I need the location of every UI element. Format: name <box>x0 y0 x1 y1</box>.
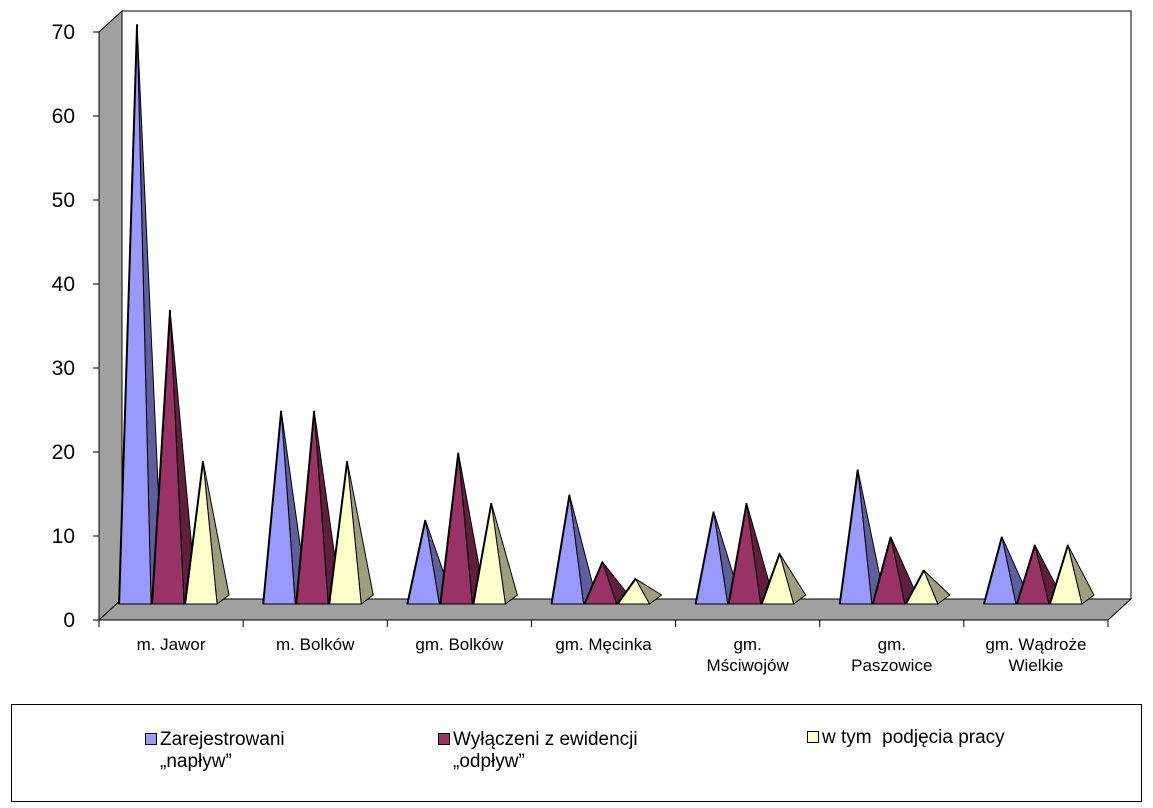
x-tick-label-line: gm. <box>878 635 906 654</box>
pyramid-bar <box>439 452 485 605</box>
legend-label-series-1: Zarejestrowani „napływ” <box>160 729 285 773</box>
legend-label-line: w tym podjęcia pracy <box>822 727 1005 748</box>
chart-axes: 0 10 20 30 40 50 60 70 m. Jawor m. Bolków gm. Bolk… <box>52 21 1109 675</box>
pyramid-bar <box>472 503 518 605</box>
x-tick-label-line: gm. <box>733 635 761 654</box>
pyramid-bar <box>727 503 774 605</box>
pyramid-bar <box>616 577 663 605</box>
pyramid-edge <box>406 519 427 605</box>
y-tick-label: 60 <box>52 105 75 128</box>
x-tick-label: gm. Wądroże Wielkie <box>985 635 1086 675</box>
pyramid-edge <box>871 536 892 605</box>
x-tick-label: gm. Męcinka <box>555 635 652 654</box>
pyramid-edge <box>838 469 859 605</box>
x-tick-label-line: Wielkie <box>1009 656 1064 675</box>
pyramid-edge <box>1015 544 1036 605</box>
pyramid-bar <box>295 410 341 605</box>
pyramid-edge <box>439 452 460 605</box>
pyramid-bar <box>583 560 630 605</box>
chart-legend: Zarejestrowani „napływ” Wyłączeni z ewide… <box>11 704 1142 802</box>
pyramid-bar <box>904 569 951 605</box>
x-tick-label-line: gm. Wądroże <box>985 635 1086 654</box>
pyramid-edge <box>760 553 781 605</box>
pyramid-edge <box>328 461 349 605</box>
pyramid-edge <box>151 309 172 605</box>
pyramid-edge <box>616 578 637 605</box>
x-tick-label-line: gm. Męcinka <box>555 635 652 654</box>
legend-swatch-series-1 <box>145 733 157 745</box>
legend-swatch-series-3 <box>807 731 819 743</box>
pyramid-edge <box>904 569 925 605</box>
x-tick-label: gm. Mściwojów <box>707 635 790 675</box>
pyramid-bar <box>1048 543 1095 605</box>
pyramid-edge <box>118 24 139 605</box>
pyramid-bar <box>760 551 807 605</box>
pyramid-edge <box>472 503 493 605</box>
pyramid-bar-chart: 0 10 20 30 40 50 60 70 m. Jawor m. Bolków gm. Bolk… <box>52 9 1133 675</box>
legend-label-line: Wyłączeni z ewidencji <box>453 729 638 750</box>
y-tick-label: 0 <box>63 609 75 632</box>
x-tick-label-line: Mściwojów <box>707 656 790 675</box>
legend-label-line: „napływ” <box>160 751 232 772</box>
legend-label-line: Zarejestrowani <box>160 729 285 750</box>
y-tick-label: 10 <box>52 525 75 548</box>
x-tick-label-line: m. Bolków <box>276 635 355 654</box>
legend-label-line: „odpływ” <box>453 751 525 772</box>
pyramid-bar <box>871 536 918 605</box>
pyramid-edge <box>295 410 316 605</box>
x-tick-label: m. Bolków <box>276 635 355 654</box>
y-tick-label: 20 <box>52 441 75 464</box>
x-tick-label: gm. Paszowice <box>851 635 932 675</box>
legend-label-series-3: w tym podjęcia pracy <box>822 727 1005 749</box>
x-tick-label-line: m. Jawor <box>137 635 206 654</box>
x-tick-label-line: Paszowice <box>851 656 932 675</box>
pyramid-bar <box>151 309 197 605</box>
pyramid-edge <box>982 536 1003 605</box>
pyramid-edge <box>727 503 748 605</box>
pyramid-edge <box>694 511 715 605</box>
pyramid-bar <box>118 24 164 605</box>
chart-marks <box>118 24 1095 605</box>
y-tick-label: 40 <box>52 273 75 296</box>
pyramid-bar <box>550 494 597 605</box>
x-tick-label: m. Jawor <box>137 635 206 654</box>
y-tick-label: 70 <box>52 21 75 44</box>
pyramid-bar <box>838 469 885 605</box>
chart-side-wall <box>98 9 123 622</box>
pyramid-edge <box>1048 544 1069 605</box>
x-tick-label-line: gm. Bolków <box>415 635 504 654</box>
pyramid-edge <box>583 561 604 605</box>
legend-label-series-2: Wyłączeni z ewidencji „odpływ” <box>453 729 638 773</box>
y-tick-label: 30 <box>52 357 75 380</box>
pyramid-edge <box>184 461 205 605</box>
x-tick-label: gm. Bolków <box>415 635 504 654</box>
pyramid-bar <box>328 461 374 605</box>
pyramid-edge <box>262 410 283 605</box>
y-tick-label: 50 <box>52 189 75 212</box>
pyramid-bar <box>184 461 230 605</box>
legend-swatch-series-2 <box>438 733 450 745</box>
pyramid-edge <box>550 494 571 605</box>
